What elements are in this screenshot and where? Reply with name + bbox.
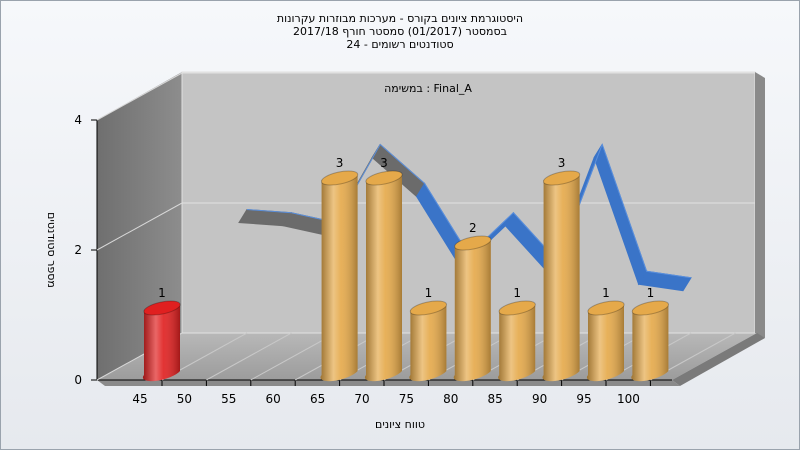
value-label: 3 bbox=[558, 156, 566, 170]
bar-shade bbox=[631, 306, 669, 382]
value-label: 3 bbox=[380, 156, 388, 170]
floor-line bbox=[206, 332, 292, 381]
title-line: סטודנטים רשומים - 24 bbox=[346, 38, 453, 51]
annotation: במשימה : Final_A bbox=[384, 82, 472, 95]
grid-line bbox=[96, 202, 183, 251]
bar-shade bbox=[364, 176, 402, 382]
bar-top bbox=[498, 300, 536, 316]
value-label: 1 bbox=[158, 286, 166, 300]
bar bbox=[498, 300, 536, 382]
y-tick-label: 4 bbox=[74, 113, 82, 127]
bar-top bbox=[320, 170, 359, 186]
y-tick-label: 2 bbox=[74, 243, 82, 257]
bar-top bbox=[143, 300, 181, 316]
bar-shade bbox=[453, 241, 491, 382]
y-axis-label: מספר סטודנטים bbox=[45, 212, 58, 288]
x-tick-label: 90 bbox=[532, 392, 547, 406]
value-label: 1 bbox=[602, 286, 610, 300]
value-label: 1 bbox=[513, 286, 521, 300]
value-label: 2 bbox=[469, 221, 477, 235]
value-label: 1 bbox=[647, 286, 655, 300]
bar bbox=[142, 300, 181, 382]
x-tick-label: 55 bbox=[221, 392, 236, 406]
x-tick-label: 65 bbox=[310, 392, 325, 406]
bar-shade bbox=[320, 176, 358, 382]
x-tick-label: 100 bbox=[617, 392, 640, 406]
bar bbox=[586, 300, 625, 382]
bar-top bbox=[542, 170, 581, 186]
bar-shade bbox=[142, 306, 180, 382]
bar bbox=[364, 170, 403, 382]
value-label: 1 bbox=[425, 286, 433, 300]
bar bbox=[320, 170, 359, 382]
bar-top bbox=[587, 300, 625, 316]
title: היסטוגרמת ציונים בקורס - מערכות מבוזרות … bbox=[277, 12, 523, 51]
bar-shade bbox=[409, 306, 447, 382]
grid-line bbox=[96, 72, 183, 121]
floor-edge bbox=[672, 333, 765, 386]
x-tick-label: 95 bbox=[576, 392, 591, 406]
x-tick-label: 45 bbox=[132, 392, 147, 406]
plot: 0 2 4 45 50 55 60 65 70 75 80 85 90 95 100 1 3 3 1 2 1 3 1 1 bbox=[74, 72, 755, 406]
bar bbox=[453, 235, 492, 382]
bar-shade bbox=[542, 176, 580, 382]
x-tick-label: 85 bbox=[488, 392, 503, 406]
bar-top bbox=[409, 300, 448, 316]
bar-top bbox=[454, 235, 492, 251]
title-line: היסטוגרמת ציונים בקורס - מערכות מבוזרות … bbox=[277, 12, 523, 25]
value-label: 3 bbox=[336, 156, 344, 170]
bar bbox=[542, 170, 581, 382]
x-tick-label: 50 bbox=[177, 392, 192, 406]
bar bbox=[409, 300, 448, 382]
bar-top bbox=[365, 170, 403, 186]
title-line: בסמסטר (01/2017) סמסטר חורף 2017/18 bbox=[293, 25, 507, 38]
x-tick-label: 60 bbox=[266, 392, 281, 406]
wall-edge bbox=[755, 72, 765, 338]
x-tick-label: 70 bbox=[354, 392, 369, 406]
floor-front bbox=[97, 380, 680, 386]
x-axis-label: טווח ציונים bbox=[375, 418, 425, 431]
y-tick-label: 0 bbox=[74, 373, 82, 387]
bar-shade bbox=[586, 306, 624, 382]
bar bbox=[631, 300, 670, 382]
bar-top bbox=[631, 300, 670, 316]
x-tick-label: 75 bbox=[399, 392, 414, 406]
bar-shade bbox=[498, 306, 536, 382]
x-tick-label: 80 bbox=[443, 392, 458, 406]
